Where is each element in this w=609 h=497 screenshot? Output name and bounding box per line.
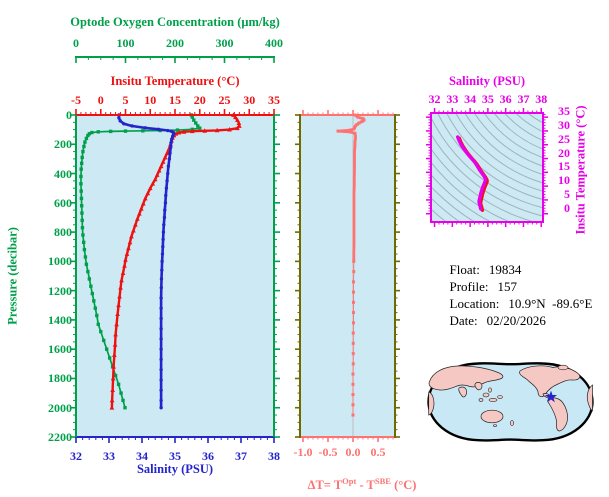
info-profile: Profile: 157 xyxy=(430,263,518,311)
ts-salinity-tick-label: 34 xyxy=(464,92,477,106)
plot-backgrounds xyxy=(76,113,543,437)
temperature-tick-label: 10 xyxy=(144,93,157,107)
pressure-tick-label: 1800 xyxy=(48,371,72,386)
pressure-tick-label: 0 xyxy=(66,108,72,122)
pressure-tick-label: 800 xyxy=(54,225,72,240)
temperature-tick-label: 5 xyxy=(122,93,129,107)
info-profile-label: Profile: xyxy=(449,279,489,294)
salinity-tick-label: 34 xyxy=(136,449,148,463)
salinity-tick-label: 37 xyxy=(235,449,247,463)
pressure-tick-label: 1000 xyxy=(48,254,72,269)
delta-t-tick-label: -1.0 xyxy=(293,445,313,459)
info-location-value: 10.9°N -89.6°E xyxy=(508,296,593,311)
pressure-tick-label: 400 xyxy=(54,166,72,181)
ts-temperature-tick-label: 10 xyxy=(558,173,570,188)
ts-temperature-tick-label: 30 xyxy=(558,117,570,132)
ts-salinity-tick-label: 37 xyxy=(517,92,530,106)
pressure-tick-label: 1200 xyxy=(48,283,72,298)
delta-t-title-part: ΔT= T xyxy=(307,478,343,493)
salinity-tick-label: 32 xyxy=(70,449,82,463)
ts-temperature-tick-label: 15 xyxy=(558,159,570,174)
info-date-label: Date: xyxy=(449,313,478,328)
salinity-axis-title: Salinity (PSU) xyxy=(136,462,214,476)
delta-t-tick-label: 0.0 xyxy=(345,445,361,459)
temperature-tick-label: 15 xyxy=(169,93,181,107)
info-date-value: 02/20/2026 xyxy=(486,313,546,328)
location-star xyxy=(544,390,558,403)
profile-salinity xyxy=(117,113,176,410)
ts-temperature-tick-label: 5 xyxy=(564,186,570,201)
ts-salinity-tick-label: 33 xyxy=(446,92,459,106)
oxygen-tick-label: 100 xyxy=(116,36,135,50)
oxygen-tick-label: 0 xyxy=(73,36,79,50)
temperature-tick-label: -5 xyxy=(71,93,81,107)
delta-t-title-sup-sbe: SBE xyxy=(374,476,391,486)
oxygen-tick-label: 400 xyxy=(265,36,283,50)
oxygen-tick-label: 200 xyxy=(166,36,184,50)
pressure-tick-label: 1400 xyxy=(48,312,72,327)
ts-salinity-tick-label: 36 xyxy=(499,92,512,106)
temperature-tick-label: 0 xyxy=(97,93,104,107)
salinity-tick-label: 38 xyxy=(268,449,280,463)
info-date: Date: 02/20/2026 xyxy=(430,297,546,345)
pressure-tick-label: 600 xyxy=(54,195,72,210)
temperature-tick-label: 20 xyxy=(193,93,206,107)
axes-and-ticks xyxy=(70,56,548,443)
profile-delta-t xyxy=(336,113,366,417)
info-location-label: Location: xyxy=(449,296,500,311)
pressure-tick-label: 2000 xyxy=(48,400,72,415)
delta-t-tick-label: -0.5 xyxy=(318,445,338,459)
temperature-tick-label: 30 xyxy=(243,93,256,107)
info-float: Float: 19834 xyxy=(430,246,522,294)
pressure-tick-label: 2200 xyxy=(48,430,72,444)
delta-t-tick-label: 0.5 xyxy=(370,445,386,459)
info-float-value: 19834 xyxy=(488,262,522,277)
salinity-tick-label: 36 xyxy=(202,449,214,463)
ts-temperature-tick-label: 25 xyxy=(558,131,570,146)
ts-salinity-axis-title: Salinity (PSU) xyxy=(448,74,526,88)
ts-salinity-tick-label: 35 xyxy=(481,92,494,106)
world-map xyxy=(427,362,594,442)
temperature-axis-title: Insitu Temperature (°C) xyxy=(110,74,240,88)
delta-t-title-sup-opt: Opt xyxy=(342,476,357,486)
temperature-tick-label: 35 xyxy=(268,93,280,107)
salinity-tick-label: 35 xyxy=(169,449,181,463)
delta-t-title-part: - T xyxy=(356,478,375,493)
salinity-tick-label: 33 xyxy=(103,449,115,463)
ts-temperature-tick-label: 20 xyxy=(558,145,570,160)
delta-t-title-part: (°C) xyxy=(390,478,417,493)
pressure-tick-label: 1600 xyxy=(48,342,72,357)
info-location: Location: 10.9°N -89.6°E xyxy=(430,280,593,328)
delta-t-axis-title: ΔT= TOpt - TSBE (°C) xyxy=(285,460,421,497)
temperature-tick-label: 25 xyxy=(218,93,231,107)
ts-temperature-tick-label: 0 xyxy=(564,200,570,215)
ts-curve xyxy=(456,135,489,212)
info-profile-value: 157 xyxy=(497,279,518,294)
oxygen-tick-label: 300 xyxy=(215,36,234,50)
ts-temperature-tick-label: 35 xyxy=(558,104,570,119)
pressure-tick-label: 200 xyxy=(54,137,72,152)
ts-salinity-tick-label: 38 xyxy=(535,92,548,106)
ts-salinity-tick-label: 32 xyxy=(428,92,441,106)
oxygen-axis-title: Optode Oxygen Concentration (μm/kg) xyxy=(70,15,280,29)
info-float-label: Float: xyxy=(449,262,480,277)
